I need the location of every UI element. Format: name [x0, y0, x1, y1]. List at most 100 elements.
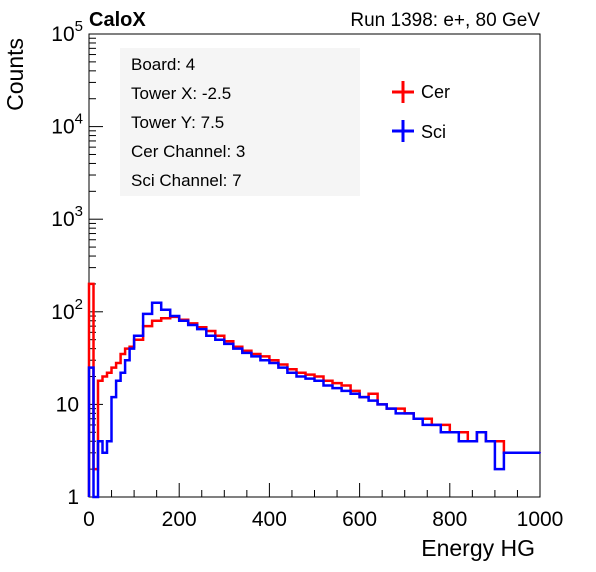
series-line-cer	[87, 282, 540, 497]
data-point	[99, 379, 102, 382]
data-point	[112, 396, 115, 398]
data-point	[399, 412, 402, 415]
y-tick-label: 103	[51, 203, 83, 231]
data-point	[94, 468, 97, 470]
data-point	[90, 366, 93, 369]
y-tick-label: 105	[51, 18, 83, 46]
data-point	[108, 371, 111, 374]
data-point	[539, 451, 541, 454]
x-tick-label: 200	[162, 508, 197, 531]
data-point	[255, 355, 257, 358]
data-point	[390, 407, 393, 410]
data-point	[209, 330, 212, 332]
x-axis-title: Energy HG	[421, 535, 535, 561]
data-point	[130, 345, 133, 348]
data-point	[117, 379, 120, 382]
data-point	[435, 424, 438, 426]
data-point	[399, 407, 402, 410]
data-point	[218, 334, 221, 337]
data-point	[191, 324, 194, 326]
data-point	[155, 301, 158, 304]
chart-title-right: Run 1398: e+, 80 GeV	[350, 10, 540, 31]
info-line: Cer Channel: 3	[131, 142, 245, 161]
legend-entry-sci: Sci	[392, 120, 446, 142]
legend-entry-cer: Cer	[392, 81, 450, 103]
data-point	[282, 363, 284, 366]
data-point	[372, 392, 374, 395]
data-point	[94, 496, 97, 498]
data-point	[327, 384, 329, 387]
data-point	[291, 371, 293, 374]
data-point	[309, 373, 311, 376]
data-point	[300, 371, 302, 374]
data-point	[471, 440, 474, 443]
data-point	[112, 366, 115, 369]
legend-label-sci: Sci	[421, 122, 446, 142]
data-point	[155, 319, 158, 322]
data-point	[264, 355, 266, 358]
data-point	[318, 379, 320, 382]
legend-label-cer: Cer	[421, 82, 450, 102]
data-point	[90, 283, 93, 285]
info-line: Tower Y: 7.5	[131, 113, 224, 132]
data-point	[121, 371, 124, 374]
series-layer	[87, 282, 541, 499]
data-point	[103, 375, 106, 378]
data-point	[200, 326, 203, 329]
data-point	[182, 319, 185, 322]
legend: Cer Sci	[392, 81, 450, 142]
data-point	[534, 451, 537, 454]
data-point	[453, 431, 456, 434]
data-point	[318, 375, 320, 378]
data-point	[273, 362, 275, 364]
x-tick-label: 0	[83, 508, 95, 531]
data-point	[345, 384, 347, 387]
y-tick-label: 104	[51, 111, 83, 139]
data-point	[117, 362, 120, 364]
data-point	[489, 440, 492, 443]
data-point	[200, 328, 203, 330]
data-point	[354, 392, 356, 395]
data-point	[507, 451, 510, 454]
data-point	[126, 347, 129, 350]
data-point	[227, 340, 230, 343]
x-tick-label: 1000	[517, 508, 564, 531]
data-point	[327, 379, 329, 382]
data-point	[126, 359, 129, 362]
data-point	[462, 431, 465, 434]
tick-labels: 0 200 400 600 800 1000 1 10 102 103 104 105	[51, 18, 563, 531]
data-point	[444, 424, 447, 426]
x-tick-label: 600	[342, 508, 377, 531]
info-box: Board: 4 Tower X: -2.5 Tower Y: 7.5 Cer …	[120, 48, 360, 196]
data-point	[130, 347, 133, 350]
y-tick-label: 1	[67, 486, 79, 509]
data-point	[363, 396, 365, 398]
data-point	[255, 353, 257, 355]
data-point	[236, 345, 239, 348]
data-point	[99, 440, 102, 443]
data-point	[282, 366, 284, 369]
data-point	[345, 390, 347, 392]
data-point	[336, 387, 338, 389]
data-point	[108, 440, 111, 443]
data-point	[426, 424, 429, 426]
data-point	[498, 468, 501, 470]
data-point	[236, 347, 239, 350]
data-point	[498, 440, 501, 443]
data-point	[245, 352, 248, 354]
data-point	[103, 451, 106, 454]
data-point	[227, 343, 230, 345]
data-point	[336, 382, 338, 384]
data-point	[121, 353, 124, 355]
data-point	[137, 334, 140, 337]
series-line-sci	[87, 301, 540, 499]
data-point	[146, 325, 149, 327]
y-tick-label: 102	[51, 296, 83, 324]
chart-title-left: CaloX	[89, 9, 146, 31]
data-point	[417, 417, 420, 420]
data-point	[426, 417, 429, 420]
data-point	[164, 308, 167, 311]
data-point	[209, 334, 212, 337]
x-tick-label: 400	[252, 508, 287, 531]
